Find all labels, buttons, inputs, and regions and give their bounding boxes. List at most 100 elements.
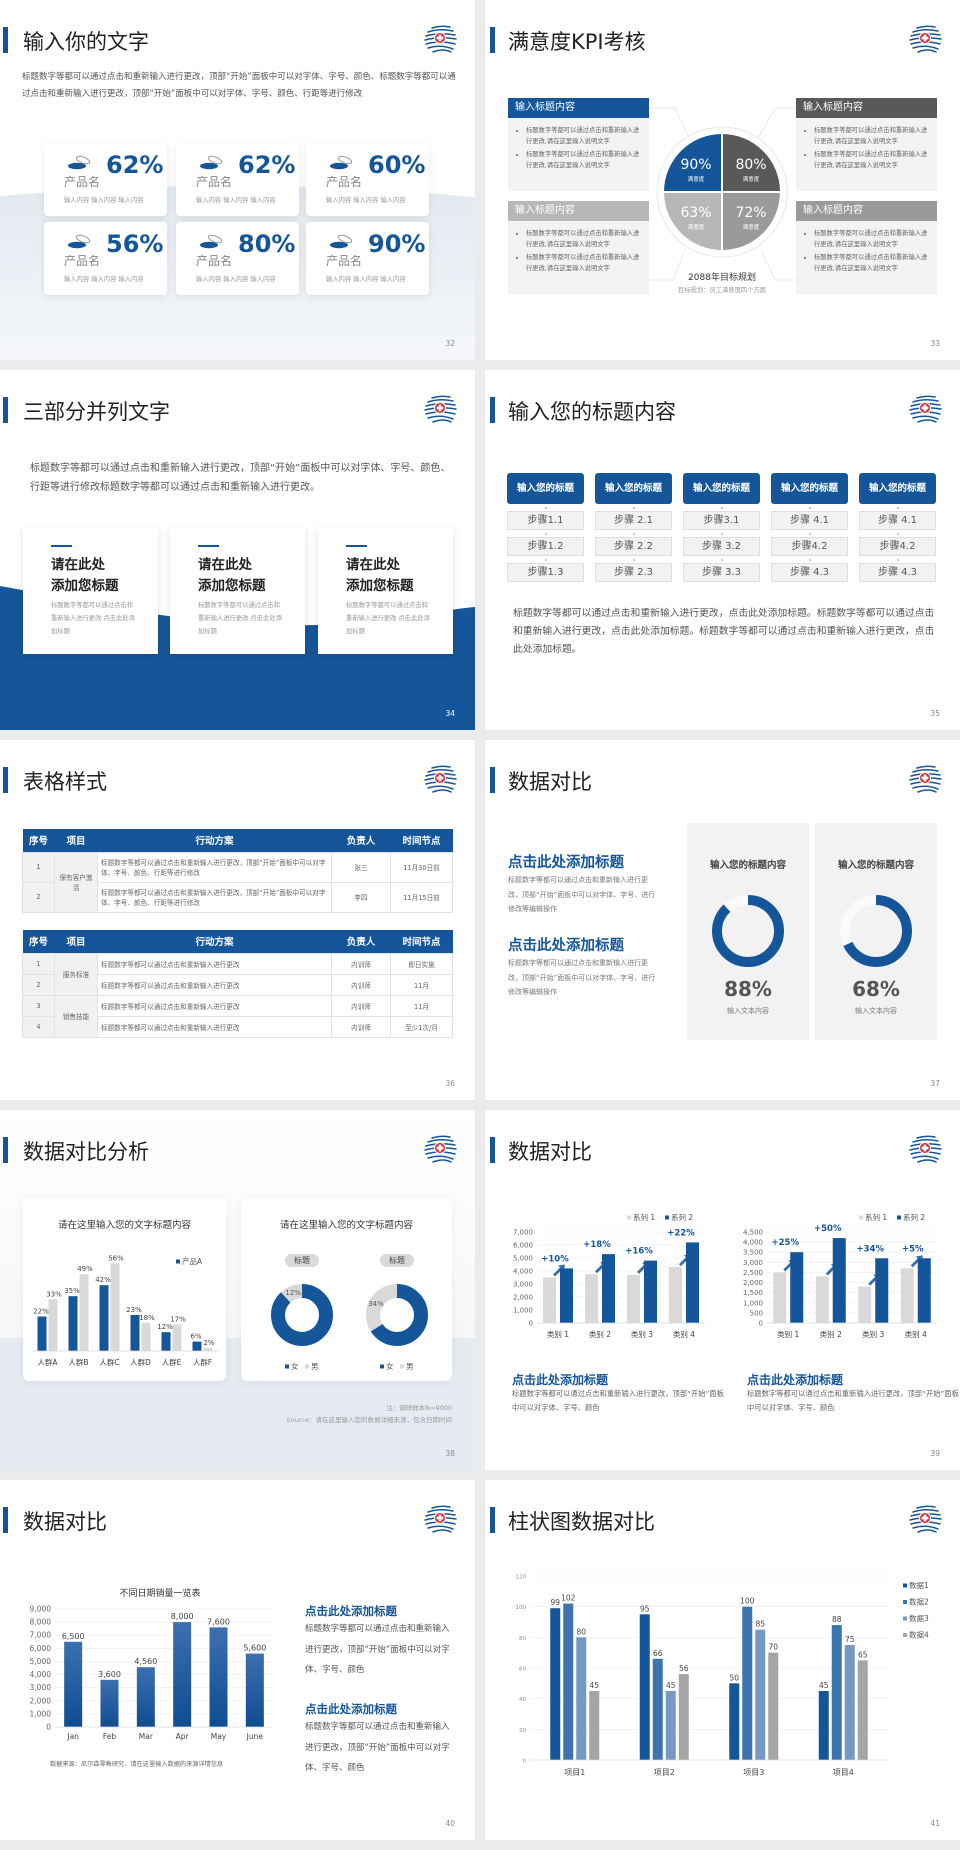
growth-annotation: +18% bbox=[583, 1240, 611, 1250]
growth-arrow-icon bbox=[595, 1261, 607, 1274]
slide-37[interactable]: 数据对比 点击此处添加标题 标题数字等都可以通过点击和重新输入进行更改，顶部“开… bbox=[485, 740, 960, 1100]
step-column: 输入您的标题 步骤 2.1 步骤 2.2 步骤 2.3 bbox=[595, 473, 672, 582]
data-label: 5,600 bbox=[243, 1644, 266, 1653]
data-label: 88 bbox=[832, 1615, 842, 1624]
column-header: 行动方案 bbox=[97, 930, 332, 953]
x-tick-label: 项目1 bbox=[564, 1768, 585, 1777]
slide-33[interactable]: 满意度KPI考核 输入标题内容标题数字等都可以通过点击和重新输入进行更改,请在这… bbox=[485, 0, 960, 360]
table-row: 4 标题数字等都可以通过点击和重新输入进行更改 内训师 至少1次/月 bbox=[22, 1015, 453, 1038]
row-number: 2 bbox=[22, 973, 55, 996]
product-description: 输入内容 输入内容 输入内容 bbox=[196, 197, 276, 204]
bar-数据1-0 bbox=[550, 1608, 561, 1760]
chart-title: 请在这里输入您的文字标题内容 bbox=[57, 1220, 191, 1231]
row-plan: 标题数字等都可以通过点击和重新输入进行更改，顶部“开始”面板中可以对字体、字号、… bbox=[97, 881, 332, 913]
column-header: 负责人 bbox=[331, 829, 391, 852]
slide-40[interactable]: 数据对比 不同日期销量一览表 0 1,000 2,000 3,000 4,000 5,00… bbox=[0, 1480, 475, 1840]
slide-title: 输入你的文字 bbox=[23, 30, 149, 54]
row-plan: 标题数字等都可以通过点击和重新输入进行更改 bbox=[97, 973, 332, 996]
bar-数据4-3 bbox=[857, 1660, 868, 1760]
note-text: 注：调研样本N=9000 bbox=[386, 1404, 452, 1412]
product-card: 产品名 60% 输入内容 输入内容 输入内容 bbox=[306, 143, 429, 216]
step-item: 步骤 4.3 bbox=[859, 559, 936, 582]
column-header: 项目 bbox=[54, 829, 98, 852]
row-deadline: 即日实施 bbox=[390, 952, 453, 975]
growth-arrow-icon bbox=[553, 1264, 565, 1277]
panel-bullet: 标题数字等都可以通过点击和重新输入进行更改,请在这里输入说明文字 bbox=[526, 253, 643, 274]
data-label: 50 bbox=[729, 1673, 739, 1682]
panel-header: 输入标题内容 bbox=[796, 98, 937, 118]
panel-bullet: 标题数字等都可以通过点击和重新输入进行更改,请在这里输入说明文字 bbox=[526, 229, 643, 250]
data-label: 95 bbox=[640, 1604, 650, 1613]
panel-value: 68% bbox=[852, 977, 900, 1001]
bar-数据1-2 bbox=[729, 1683, 740, 1760]
slide-38[interactable]: 数据对比分析 请在这里输入您的文字标题内容 请在这里输入您的文字标题内容 人群A… bbox=[0, 1110, 475, 1470]
step-column: 输入您的标题 步骤3.1 步骤 3.2 步骤 3.3 bbox=[683, 473, 760, 582]
product-card: 产品名 62% 输入内容 输入内容 输入内容 bbox=[176, 143, 299, 216]
slide-35[interactable]: 输入您的标题内容 输入您的标题 步骤1.1 步骤1.2 步骤1.3 输入您的标题 步骤 2… bbox=[485, 370, 960, 730]
y-tick-label: 4,000 bbox=[30, 1670, 52, 1679]
slide-34[interactable]: 三部分并列文字 标题数字等都可以通过点击和重新输入进行更改，顶部“开始”面板中可… bbox=[0, 370, 475, 730]
block-text: 标题数字等都可以通过点击和重新输入进行更改，顶部“开始”面板中可以对字体、字号、… bbox=[305, 1624, 450, 1675]
data-label: 75 bbox=[845, 1635, 855, 1644]
product-name: 产品名 bbox=[196, 175, 233, 189]
growth-arrow-icon bbox=[910, 1255, 923, 1268]
pill-dish-icon bbox=[329, 234, 353, 254]
growth-arrow-icon bbox=[679, 1254, 691, 1267]
product-percentage: 90% bbox=[368, 230, 426, 258]
title-accent-bar bbox=[3, 397, 8, 423]
slide-36[interactable]: 表格样式 序号 项目 行动方案 负责人 时间节点 1 保有客户激活 标题数字等都可以通过点击和… bbox=[0, 740, 475, 1100]
table-header-row: 序号 项目 行动方案 负责人 时间节点 bbox=[22, 829, 453, 852]
y-tick-label: 40 bbox=[519, 1697, 526, 1703]
title-accent-bar bbox=[490, 1507, 495, 1533]
slide-title: 数据对比分析 bbox=[23, 1140, 149, 1164]
legend-swatch bbox=[903, 1583, 907, 1588]
data-label: 3,600 bbox=[98, 1670, 121, 1679]
row-owner: 内训师 bbox=[331, 973, 391, 996]
panel-bullet: 标题数字等都可以通过点击和重新输入进行更改,请在这里输入说明文字 bbox=[814, 150, 931, 171]
row-owner: 内训师 bbox=[331, 1015, 391, 1038]
page-number: 33 bbox=[930, 339, 940, 348]
panel-bullet: 标题数字等都可以通过点击和重新输入进行更改,请在这里输入说明文字 bbox=[526, 126, 643, 147]
slide-41[interactable]: 柱状图数据对比 0 20 40 60 80 100 120 项目1 99 102 80 45 项目2 95… bbox=[485, 1480, 960, 1840]
row-number: 2 bbox=[22, 881, 55, 913]
growth-annotation: +22% bbox=[667, 1228, 695, 1238]
slide-39[interactable]: 数据对比 0 1,000 2,000 3,000 4,000 5,000 6,000 7,00… bbox=[485, 1110, 960, 1470]
pill-dish-icon bbox=[67, 234, 91, 254]
pill-dish-icon bbox=[329, 155, 353, 175]
product-name: 产品名 bbox=[326, 175, 363, 189]
bar-数据4-0 bbox=[589, 1691, 600, 1760]
growth-arrow-icon bbox=[825, 1263, 838, 1276]
data-label: 80 bbox=[576, 1627, 586, 1636]
logo-icon bbox=[908, 395, 942, 423]
legend-swatch bbox=[627, 1215, 631, 1220]
x-tick-label: 项目4 bbox=[833, 1768, 854, 1777]
x-tick-label: May bbox=[211, 1732, 227, 1741]
bar-数据4-1 bbox=[678, 1674, 689, 1760]
column-header: 输入您的标题 bbox=[595, 473, 672, 504]
x-tick-label: 类别 1 bbox=[777, 1329, 799, 1339]
progress-panel: 输入您的标题内容 88% 输入文本内容 bbox=[687, 823, 809, 1040]
block-text: 标题数字等都可以通过点击和重新输入进行更改，顶部“开始”面板中可以对字体、字号、… bbox=[512, 1389, 724, 1412]
x-tick-label: 类别 3 bbox=[631, 1329, 653, 1339]
donut-label-pill: 标题 bbox=[285, 1254, 319, 1267]
x-tick-label: 类别 4 bbox=[905, 1329, 927, 1339]
row-owner: 内训师 bbox=[331, 994, 391, 1017]
product-percentage: 60% bbox=[368, 151, 426, 179]
ring-progress bbox=[712, 895, 784, 967]
y-tick-label: 4,000 bbox=[743, 1239, 763, 1247]
pill-dish-icon bbox=[199, 155, 223, 175]
feature-card: 请在此处 添加您标题 标题数字等都可以通过点击和重新输入进行更改 点击此处添加标题 bbox=[23, 528, 158, 654]
quadrant-value: 72% bbox=[735, 205, 767, 221]
legend-swatch bbox=[903, 1600, 907, 1604]
step-item: 步骤4.2 bbox=[859, 533, 936, 556]
row-number: 1 bbox=[22, 952, 55, 975]
row-plan: 标题数字等都可以通过点击和重新输入进行更改 bbox=[97, 1015, 332, 1038]
column-header: 输入您的标题 bbox=[683, 473, 760, 504]
column-header: 时间节点 bbox=[390, 829, 453, 852]
center-title: 2088年目标规划 bbox=[688, 273, 756, 283]
y-tick-label: 0 bbox=[523, 1759, 527, 1765]
slide-32[interactable]: 输入你的文字 标题数字等都可以通过点击和重新输入进行更改，顶部“开始”面板中可以… bbox=[0, 0, 475, 360]
step-item: 步骤 3.2 bbox=[683, 533, 760, 556]
quadrant-value: 80% bbox=[735, 157, 767, 173]
column-header: 输入您的标题 bbox=[771, 473, 848, 504]
